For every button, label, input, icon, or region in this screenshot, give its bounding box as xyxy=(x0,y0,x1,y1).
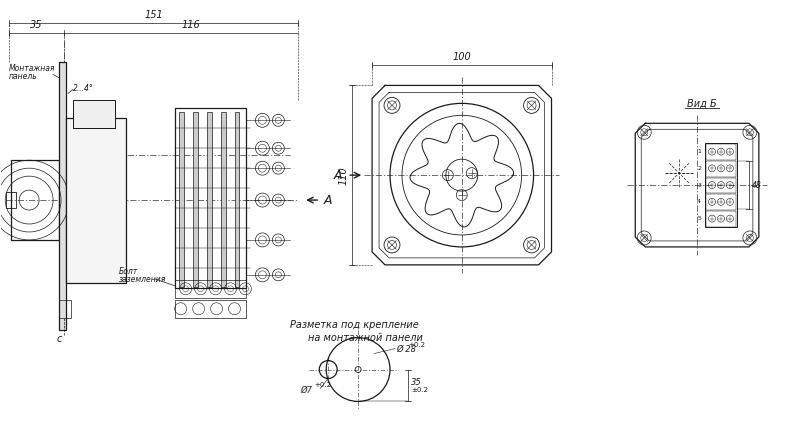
Bar xyxy=(6,192,16,208)
Bar xyxy=(193,112,198,287)
Bar xyxy=(66,118,126,283)
Text: 35: 35 xyxy=(411,378,422,387)
Text: 2: 2 xyxy=(697,166,701,171)
Text: 151: 151 xyxy=(145,10,164,19)
Text: 3: 3 xyxy=(697,183,701,187)
Bar xyxy=(235,112,239,287)
Text: Болт: Болт xyxy=(118,267,138,276)
Text: c: c xyxy=(56,334,62,343)
Bar xyxy=(706,178,736,194)
Text: 116: 116 xyxy=(182,19,201,30)
Text: на монтажной панели: на монтажной панели xyxy=(308,333,423,343)
Bar xyxy=(59,62,66,330)
Text: Разметка под крепление: Разметка под крепление xyxy=(291,320,419,330)
Bar xyxy=(73,100,115,128)
Text: 35: 35 xyxy=(30,19,43,30)
Text: Ø 28: Ø 28 xyxy=(396,345,416,354)
Bar xyxy=(179,112,183,287)
Bar xyxy=(11,160,59,240)
Text: +0.2: +0.2 xyxy=(314,382,331,389)
Text: +0.2: +0.2 xyxy=(408,342,425,347)
Bar xyxy=(220,112,225,287)
Text: A: A xyxy=(333,169,342,182)
Text: 1: 1 xyxy=(697,149,701,154)
Bar xyxy=(705,143,737,227)
Text: Монтажная: Монтажная xyxy=(9,64,56,73)
Text: 5: 5 xyxy=(697,216,701,221)
Bar xyxy=(706,194,736,210)
Bar xyxy=(59,300,71,318)
Bar xyxy=(175,280,246,298)
Bar xyxy=(706,211,736,227)
Text: 110: 110 xyxy=(338,166,348,184)
Text: панель: панель xyxy=(9,72,38,81)
Text: 2...4°: 2...4° xyxy=(73,84,94,93)
Bar xyxy=(175,300,246,318)
Bar xyxy=(207,112,212,287)
Bar xyxy=(175,108,246,288)
Bar xyxy=(706,144,736,160)
Text: заземления: заземления xyxy=(118,275,166,284)
Text: Вид Б: Вид Б xyxy=(687,99,717,108)
Bar xyxy=(706,161,736,177)
Text: 4: 4 xyxy=(697,199,701,204)
Text: 100: 100 xyxy=(453,52,471,61)
Text: 48: 48 xyxy=(752,181,762,190)
Text: Ø7: Ø7 xyxy=(300,386,312,395)
Text: ±0.2: ±0.2 xyxy=(411,388,428,393)
Text: A: A xyxy=(323,194,332,206)
